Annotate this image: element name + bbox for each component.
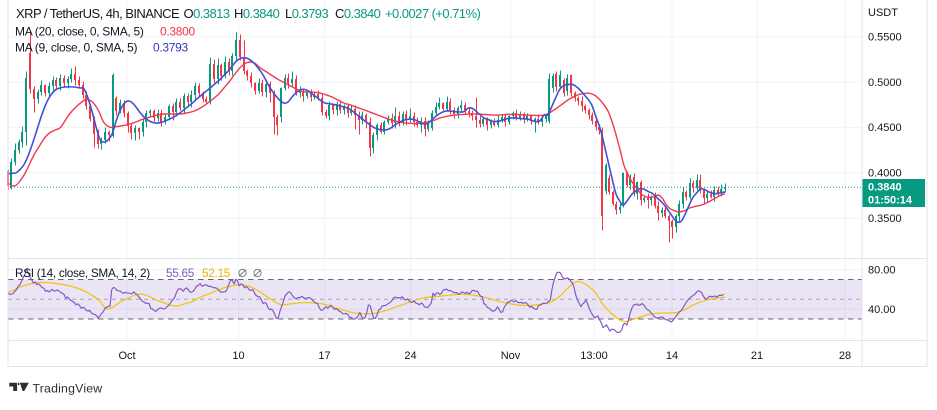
svg-text:55.65: 55.65 [166,266,195,280]
svg-text:H0.3840: H0.3840 [234,6,280,21]
svg-text:28: 28 [839,350,851,362]
svg-text:0.4000: 0.4000 [868,168,902,180]
svg-text:Oct: Oct [118,350,135,362]
svg-text:13:00: 13:00 [580,350,608,362]
svg-text:USDT: USDT [868,7,898,19]
svg-text:24: 24 [404,350,416,362]
svg-text:0.3840: 0.3840 [868,182,902,194]
svg-text:01:50:14: 01:50:14 [868,195,913,207]
svg-text:0.3793: 0.3793 [153,41,189,55]
svg-text:0.4500: 0.4500 [868,122,902,134]
svg-text:40.00: 40.00 [868,304,896,316]
svg-text:10: 10 [232,350,244,362]
svg-text:MA (9, close, 0, SMA, 5): MA (9, close, 0, SMA, 5) [15,41,137,55]
svg-text:21: 21 [751,350,763,362]
svg-text:TradingView: TradingView [33,382,103,396]
svg-text:0.3500: 0.3500 [868,213,902,225]
svg-text:0.5500: 0.5500 [868,32,902,44]
svg-text:+0.0027 (+0.71%): +0.0027 (+0.71%) [385,6,480,21]
svg-text:C0.3840: C0.3840 [335,6,381,21]
svg-text:RSI (14, close, SMA, 14, 2): RSI (14, close, SMA, 14, 2) [15,266,150,280]
svg-text:L0.3793: L0.3793 [285,6,328,21]
svg-text:0.3800: 0.3800 [160,25,196,39]
svg-text:17: 17 [318,350,330,362]
svg-text:XRP / TetherUS, 4h, BINANCE: XRP / TetherUS, 4h, BINANCE [16,6,180,21]
svg-text:Nov: Nov [501,350,521,362]
svg-text:52.15: 52.15 [202,266,231,280]
svg-text:0.5000: 0.5000 [868,77,902,89]
svg-text:O0.3813: O0.3813 [184,6,230,21]
svg-text:MA (20, close, 0, SMA, 5): MA (20, close, 0, SMA, 5) [15,25,144,39]
svg-text:14: 14 [666,350,678,362]
svg-text:80.00: 80.00 [868,264,896,276]
